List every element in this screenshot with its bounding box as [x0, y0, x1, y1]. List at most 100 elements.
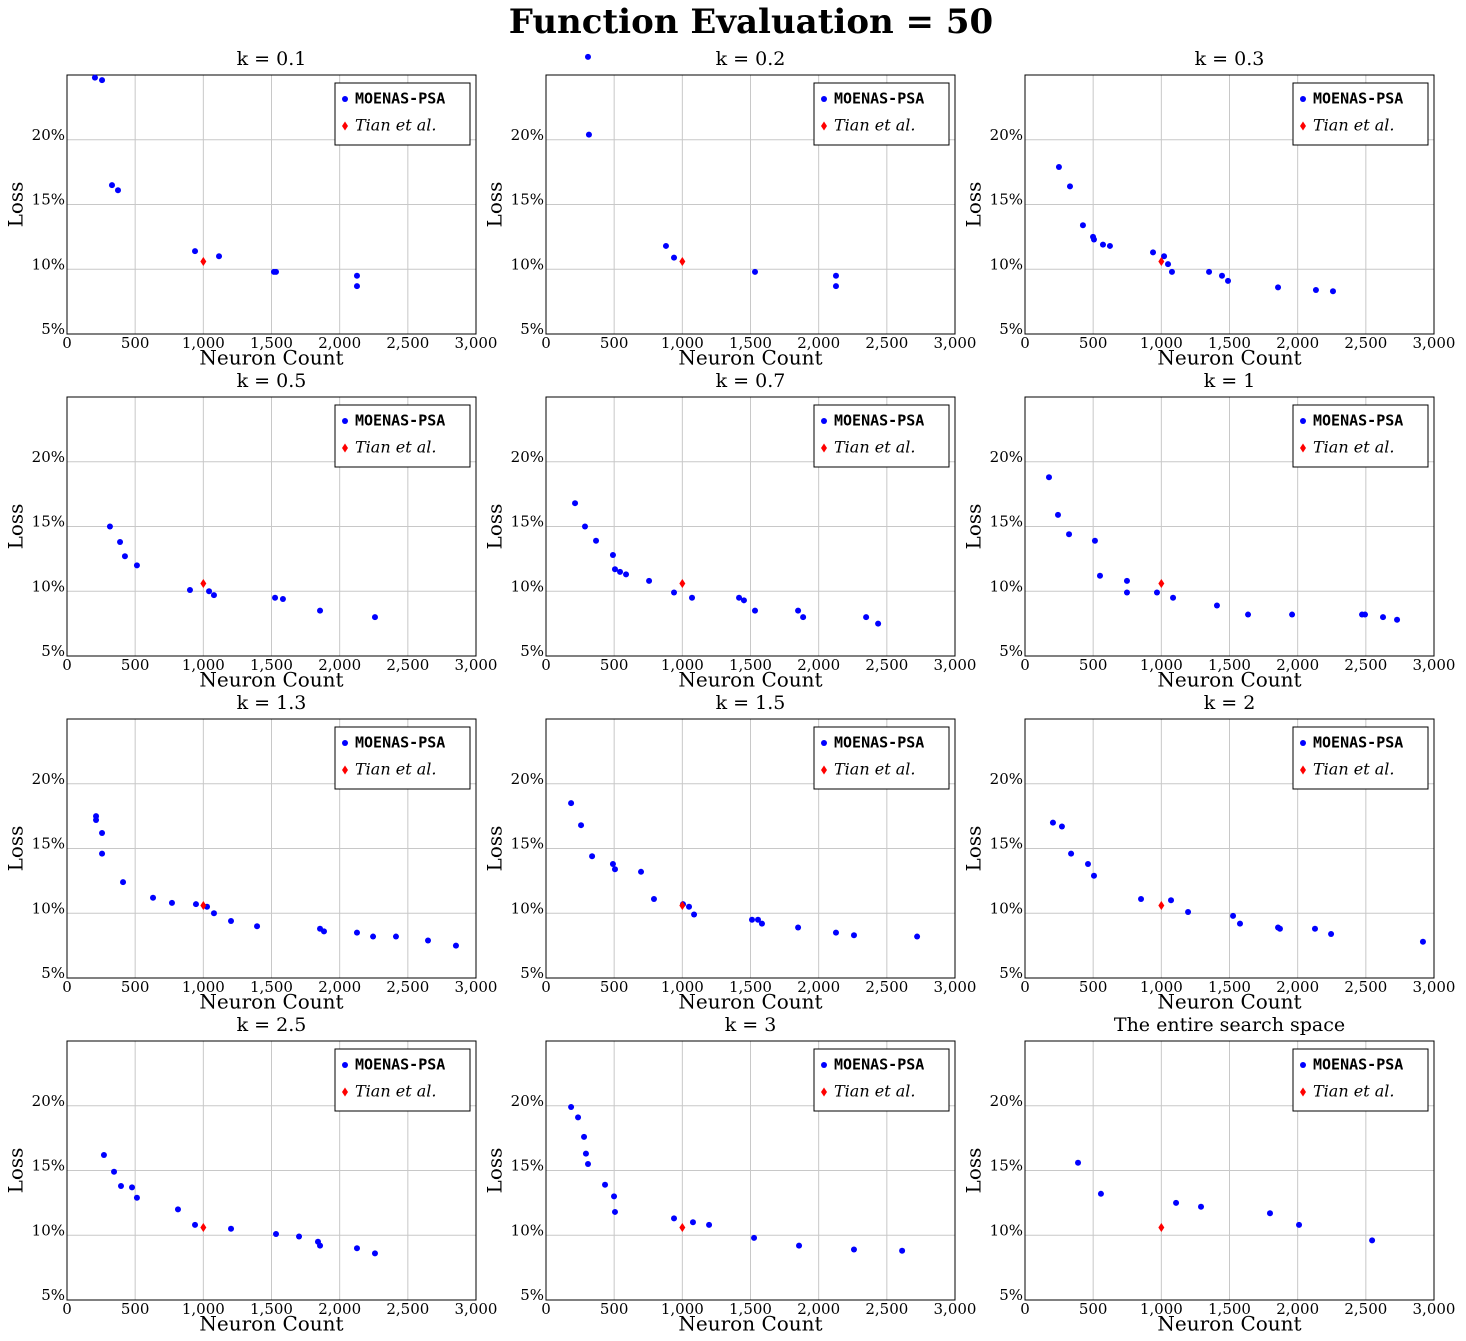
x-tick-label: 3,000 [1413, 656, 1456, 674]
plot-frame [1024, 396, 1435, 657]
data-point [795, 924, 802, 931]
y-tick-label: 5% [41, 964, 65, 982]
data-point [1084, 861, 1091, 868]
subplot-title: k = 1.5 [716, 692, 786, 714]
data-point [353, 1245, 360, 1252]
data-point [1096, 572, 1103, 579]
legend-marker [342, 740, 348, 746]
data-point [581, 523, 588, 530]
y-tick-label: 10% [32, 899, 65, 917]
data-point [1245, 611, 1252, 618]
x-tick-label: 3,000 [1413, 1300, 1456, 1318]
y-tick-label: 5% [999, 320, 1023, 338]
data-point [850, 932, 857, 939]
data-point [1054, 511, 1061, 518]
data-point [272, 268, 279, 275]
data-point [1091, 537, 1098, 544]
data-point [1045, 474, 1052, 481]
y-tick-label: 5% [41, 320, 65, 338]
x-tick-label: 2,000 [318, 1300, 361, 1318]
data-point [914, 933, 921, 940]
x-tick-label: 2,500 [386, 656, 429, 674]
legend-label: Tian et al. [1313, 116, 1394, 135]
legend-box [334, 726, 471, 790]
data-point [581, 1133, 588, 1140]
data-point [99, 850, 106, 857]
plot-frame [1024, 74, 1435, 335]
y-tick-label: 15% [990, 513, 1023, 531]
legend-label: Tian et al. [834, 438, 915, 457]
data-point [875, 620, 882, 627]
data-point [832, 283, 839, 290]
data-point [93, 817, 100, 824]
y-tick-label: 15% [990, 1157, 1023, 1175]
x-tick-label: 2,000 [1276, 334, 1319, 352]
legend-label: Tian et al. [355, 438, 436, 457]
x-tick-label: 1,000 [661, 656, 704, 674]
legend-marker [1300, 1087, 1306, 1097]
data-point [192, 901, 199, 908]
data-point [1369, 1237, 1376, 1244]
data-point [584, 53, 591, 60]
legend-marker [1300, 418, 1306, 424]
data-point [272, 594, 279, 601]
y-tick-label: 15% [990, 191, 1023, 209]
data-point [671, 254, 678, 261]
x-tick-label: 500 [1079, 656, 1108, 674]
y-tick-label: 10% [990, 577, 1023, 595]
data-point [582, 1150, 589, 1157]
y-tick-label: 15% [511, 513, 544, 531]
subplot-title: k = 3 [725, 1014, 777, 1036]
legend-marker [342, 1062, 348, 1068]
legend-marker [342, 418, 348, 424]
data-point [1058, 823, 1065, 830]
data-point [1090, 236, 1097, 243]
data-point [317, 1242, 324, 1249]
y-axis-label: Loss [483, 182, 507, 228]
data-point [1312, 286, 1319, 293]
data-point [200, 1222, 207, 1232]
x-tick-label: 0 [541, 334, 551, 352]
x-tick-label: 1,000 [661, 334, 704, 352]
data-point [736, 594, 743, 601]
x-tick-label: 500 [121, 334, 150, 352]
legend-marker [342, 1087, 348, 1097]
data-point [899, 1247, 906, 1254]
data-point [206, 588, 213, 595]
x-tick-label: 500 [600, 1300, 629, 1318]
data-point [751, 607, 758, 614]
subplot-title: k = 2.5 [237, 1014, 307, 1036]
x-tick-label: 1,000 [182, 334, 225, 352]
data-point [174, 1206, 181, 1213]
data-point [1106, 242, 1113, 249]
legend-box [334, 404, 471, 468]
data-point [689, 594, 696, 601]
plot-frame [1024, 1040, 1435, 1301]
legend-box [334, 1048, 471, 1112]
x-tick-label: 1,000 [182, 1300, 225, 1318]
subplot-title: k = 0.7 [716, 370, 786, 392]
legend-marker [821, 96, 827, 102]
y-tick-label: 10% [511, 899, 544, 917]
data-point [1266, 1210, 1273, 1217]
data-point [611, 1193, 618, 1200]
y-axis-label: Loss [483, 1148, 507, 1194]
x-tick-label: 1,000 [1140, 656, 1183, 674]
data-point [133, 1194, 140, 1201]
legend-label: MOENAS-PSA [834, 1056, 924, 1074]
x-tick-label: 2,000 [318, 978, 361, 996]
data-point [1394, 616, 1401, 623]
legend-label: Tian et al. [1313, 760, 1394, 779]
x-tick-label: 2,000 [797, 656, 840, 674]
data-point [1219, 272, 1226, 279]
data-point [91, 74, 98, 81]
x-tick-label: 3,000 [455, 656, 498, 674]
data-point [425, 937, 432, 944]
x-tick-label: 1,500 [729, 978, 772, 996]
x-tick-label: 0 [541, 978, 551, 996]
x-tick-label: 2,500 [865, 978, 908, 996]
legend-label: Tian et al. [834, 1082, 915, 1101]
data-point [754, 916, 761, 923]
data-point [106, 523, 113, 530]
subplot-title: k = 1 [1204, 370, 1256, 392]
